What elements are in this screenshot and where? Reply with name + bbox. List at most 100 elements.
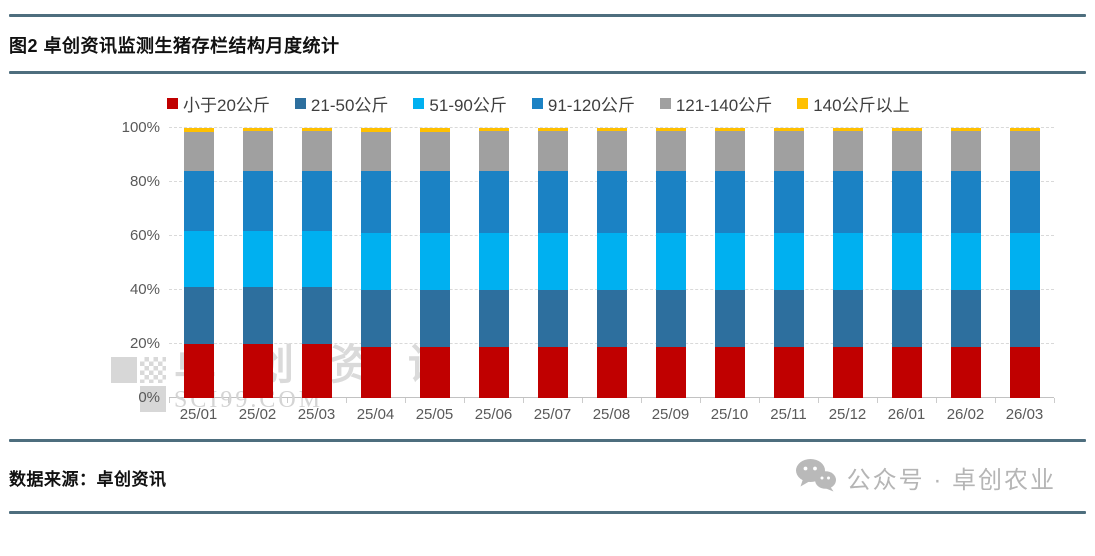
bar-segment: [242, 344, 273, 398]
bar-segment: [301, 344, 332, 398]
title-divider: [9, 71, 1086, 74]
y-axis-label: 40%: [129, 281, 160, 298]
y-axis-label: 20%: [129, 335, 160, 352]
bar-segment: [714, 290, 745, 347]
bar-segment: [1009, 171, 1040, 234]
footer: 数据来源：卓创资讯 公众号 · 卓创农业: [9, 442, 1086, 511]
watermark-checker: [140, 357, 166, 383]
bar-segment: [891, 130, 922, 172]
x-axis-tick: [759, 398, 818, 403]
watermark-square: [111, 357, 137, 383]
bar-slot: [464, 128, 523, 398]
bar-segment: [596, 346, 627, 398]
bar-segment: [419, 128, 450, 133]
x-axis-label: 25/11: [770, 406, 807, 423]
bar-segment: [832, 290, 863, 347]
bar-slot: [405, 128, 464, 398]
x-axis-tick: [405, 398, 464, 403]
bar-segment: [655, 346, 686, 398]
legend-label: 91-120公斤: [547, 96, 635, 115]
bar-segment: [950, 171, 981, 234]
bar-segment: [655, 130, 686, 172]
wechat-account-name: 公众号 · 卓创农业: [846, 467, 1056, 494]
bar-segment: [773, 346, 804, 398]
bar-segment: [478, 130, 509, 172]
stacked-bar-25/04: [360, 128, 391, 398]
bar-segment: [655, 233, 686, 291]
bar-segment: [832, 171, 863, 234]
x-axis-tick: [818, 398, 877, 403]
bar-segment: [360, 346, 391, 398]
bar-segment: [714, 233, 745, 291]
legend-label: 140公斤以上: [813, 96, 910, 115]
bar-slot: [287, 128, 346, 398]
x-axis-tick: [995, 398, 1054, 403]
bar-slot: [169, 128, 228, 398]
bar-segment: [360, 132, 391, 172]
bar-slot: [818, 128, 877, 398]
bar-segment: [242, 287, 273, 344]
bar-segment: [773, 128, 804, 131]
bar-segment: [301, 128, 332, 131]
bar-slot: [641, 128, 700, 398]
bar-segment: [242, 128, 273, 131]
bar-segment: [478, 171, 509, 234]
legend-item: 小于20公斤: [167, 91, 270, 116]
legend-item: 21-50公斤: [294, 91, 389, 116]
stacked-bar-25/02: [242, 128, 273, 398]
x-axis-label: 26/03: [1005, 406, 1044, 423]
bar-segment: [714, 130, 745, 172]
bar-segment: [478, 233, 509, 291]
legend-swatch: [294, 98, 306, 109]
x-axis-label: 26/02: [946, 406, 985, 423]
x-axis-label: 25/05: [415, 406, 454, 423]
stacked-bar-25/05: [419, 128, 450, 398]
stacked-bar-25/11: [773, 128, 804, 398]
legend-item: 91-120公斤: [531, 91, 635, 116]
bar-segment: [419, 346, 450, 398]
bar-segment: [301, 287, 332, 344]
x-axis-label: 25/10: [710, 406, 749, 423]
bar-segment: [832, 130, 863, 172]
x-axis-tick: [582, 398, 641, 403]
bar-segment: [596, 128, 627, 131]
bar-segment: [950, 128, 981, 131]
bar-segment: [537, 290, 568, 347]
bar-segment: [478, 290, 509, 347]
stacked-bar-26/02: [950, 128, 981, 398]
bar-segment: [301, 130, 332, 172]
legend: 小于20公斤 21-50公斤 51-90公斤 91-120公斤 121-140公斤 140…: [167, 91, 1086, 116]
x-axis-label: 25/03: [297, 406, 336, 423]
x-axis-tick: [287, 398, 346, 403]
legend-item: 121-140公斤: [659, 91, 772, 116]
bar-segment: [714, 171, 745, 234]
legend-swatch: [413, 98, 425, 109]
bar-segment: [773, 233, 804, 291]
bar-segment: [419, 132, 450, 172]
bar-slot: [936, 128, 995, 398]
bar-segment: [360, 290, 391, 347]
legend-item: 51-90公斤: [413, 91, 507, 116]
bar-segment: [773, 130, 804, 172]
x-axis-ticks: [169, 398, 1055, 403]
bar-segment: [478, 346, 509, 398]
bar-segment: [537, 171, 568, 234]
bar-segment: [714, 128, 745, 131]
bar-segment: [1009, 346, 1040, 398]
bar-segment: [242, 130, 273, 172]
plot-area: 卓创资讯 SCI99.COM 0%20%40%60%80%100%: [111, 119, 1054, 412]
gridline: [169, 127, 1054, 128]
x-axis-label: 25/01: [179, 406, 218, 423]
bar-segment: [950, 290, 981, 347]
legend-label: 21-50公斤: [310, 96, 389, 115]
bar-segment: [950, 233, 981, 291]
bar-slot: [759, 128, 818, 398]
bar-row: [169, 128, 1054, 398]
bar-segment: [596, 290, 627, 347]
bar-segment: [301, 230, 332, 288]
bar-segment: [419, 290, 450, 347]
x-axis-tick: [464, 398, 523, 403]
bar-segment: [714, 346, 745, 398]
bar-segment: [1009, 130, 1040, 172]
bar-segment: [360, 171, 391, 234]
